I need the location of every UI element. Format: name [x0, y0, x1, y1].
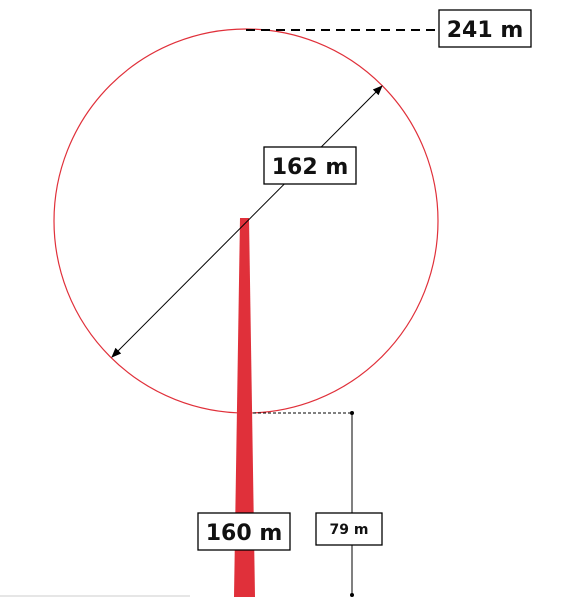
- rotor-diameter-label-text: 162 m: [272, 155, 349, 180]
- rotor-diameter-arrow: [111, 85, 383, 358]
- ground-clearance-end-dot-bottom: [350, 593, 354, 597]
- hub-height-label: 160 m: [197, 512, 291, 551]
- hub-height-label-text: 160 m: [206, 521, 283, 546]
- ground-clearance-end-dot-top: [350, 411, 354, 415]
- tip-height-label-text: 241 m: [447, 18, 524, 43]
- rotor-diameter-label: 162 m: [263, 146, 357, 185]
- tip-height-label: 241 m: [438, 9, 532, 48]
- ground-clearance-label-text: 79 m: [330, 522, 369, 538]
- ground-clearance-label: 79 m: [315, 512, 383, 546]
